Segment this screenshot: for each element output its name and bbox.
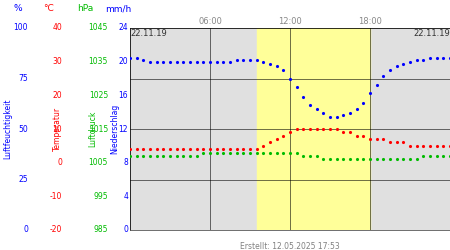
Text: Luftfeuchtigkeit: Luftfeuchtigkeit xyxy=(4,99,13,159)
Text: 24: 24 xyxy=(118,24,128,32)
Text: 1015: 1015 xyxy=(89,124,108,134)
Text: 22.11.19: 22.11.19 xyxy=(130,29,167,38)
Text: 1005: 1005 xyxy=(89,158,108,167)
Text: 12:00: 12:00 xyxy=(278,16,302,26)
Text: Niederschlag: Niederschlag xyxy=(111,104,120,154)
Text: 30: 30 xyxy=(52,57,62,66)
Text: -20: -20 xyxy=(50,226,62,234)
Text: Temperatur: Temperatur xyxy=(53,107,62,151)
Text: 06:00: 06:00 xyxy=(198,16,222,26)
Text: 1045: 1045 xyxy=(89,24,108,32)
Text: Luftdruck: Luftdruck xyxy=(89,111,98,147)
Text: °C: °C xyxy=(43,4,54,13)
Text: 75: 75 xyxy=(18,74,28,83)
Text: 16: 16 xyxy=(118,91,128,100)
Text: 0: 0 xyxy=(23,226,28,234)
Text: 0: 0 xyxy=(57,158,62,167)
Text: 8: 8 xyxy=(123,158,128,167)
Text: 985: 985 xyxy=(94,226,108,234)
Text: %: % xyxy=(14,4,22,13)
Text: 18:00: 18:00 xyxy=(358,16,382,26)
Text: 1035: 1035 xyxy=(89,57,108,66)
Text: 25: 25 xyxy=(18,175,28,184)
Text: 10: 10 xyxy=(52,124,62,134)
Text: mm/h: mm/h xyxy=(105,4,131,13)
Text: Erstellt: 12.05.2025 17:53: Erstellt: 12.05.2025 17:53 xyxy=(240,242,340,250)
Text: 4: 4 xyxy=(123,192,128,201)
Text: 995: 995 xyxy=(94,192,108,201)
Text: 50: 50 xyxy=(18,124,28,134)
Text: 0: 0 xyxy=(123,226,128,234)
Text: 1025: 1025 xyxy=(89,91,108,100)
Text: 40: 40 xyxy=(52,24,62,32)
Text: 12: 12 xyxy=(118,124,128,134)
Text: 100: 100 xyxy=(14,24,28,32)
Text: 20: 20 xyxy=(118,57,128,66)
Bar xyxy=(256,28,370,230)
Text: 20: 20 xyxy=(52,91,62,100)
Text: 22.11.19: 22.11.19 xyxy=(413,29,450,38)
Text: -10: -10 xyxy=(50,192,62,201)
Text: hPa: hPa xyxy=(77,4,93,13)
